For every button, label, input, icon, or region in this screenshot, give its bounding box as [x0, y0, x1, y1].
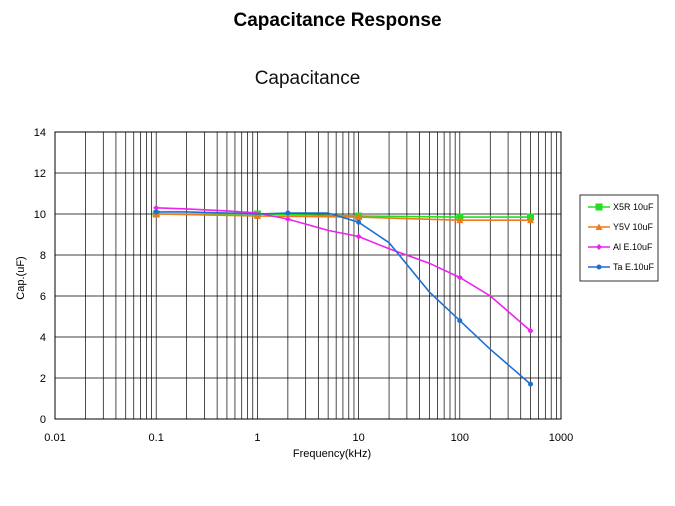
data-point	[527, 327, 534, 334]
data-point	[457, 318, 463, 324]
y-tick-label: 2	[40, 373, 46, 385]
y-axis-label: Cap.(uF)	[15, 256, 27, 299]
x-tick-label: 10	[352, 432, 364, 444]
data-point	[285, 210, 291, 216]
data-point	[153, 209, 159, 215]
y-tick-label: 8	[40, 250, 46, 262]
y-tick-label: 14	[34, 127, 46, 139]
data-point	[355, 213, 363, 221]
legend-label: X5R 10uF	[613, 202, 654, 212]
x-tick-label: 100	[451, 432, 469, 444]
data-point	[528, 381, 534, 387]
y-tick-label: 4	[40, 332, 46, 344]
legend-label: Al E.10uF	[613, 242, 653, 252]
data-point	[153, 204, 160, 211]
legend-marker	[595, 203, 603, 211]
x-tick-label: 1000	[549, 432, 573, 444]
data-point	[527, 216, 535, 224]
x-tick-label: 0.1	[149, 432, 164, 444]
legend-marker	[596, 244, 602, 250]
legend: X5R 10uF Y5V 10uF Al E.10uF Ta E.10uF	[579, 194, 659, 282]
y-tick-label: 0	[40, 414, 46, 426]
legend-label: Y5V 10uF	[613, 222, 654, 232]
legend-marker	[595, 223, 603, 230]
y-tick-label: 12	[34, 168, 46, 180]
legend-marker	[596, 264, 602, 270]
chart-title: Capacitance	[254, 68, 361, 89]
slide-title: Capacitance Response	[233, 10, 442, 31]
data-point	[456, 216, 464, 224]
y-tick-label: 6	[40, 291, 46, 303]
series-line	[156, 211, 532, 385]
axis-ticks: 0.01 0.1 1 10 100 1000 0 2 4 6 8 10 12 14	[34, 127, 573, 444]
data-point	[355, 233, 362, 240]
x-axis-label: Frequency(kHz)	[293, 448, 371, 460]
data-point	[253, 212, 261, 220]
data-point	[284, 216, 291, 223]
series-line	[156, 207, 532, 332]
data-point	[356, 219, 362, 225]
plot-area	[54, 131, 562, 420]
series-lines	[152, 204, 535, 387]
x-tick-label: 1	[254, 432, 260, 444]
x-tick-label: 0.01	[44, 432, 65, 444]
y-tick-label: 10	[34, 209, 46, 221]
data-point	[456, 274, 463, 281]
legend-label: Ta E.10uF	[613, 262, 655, 272]
grid-lines	[55, 132, 561, 419]
